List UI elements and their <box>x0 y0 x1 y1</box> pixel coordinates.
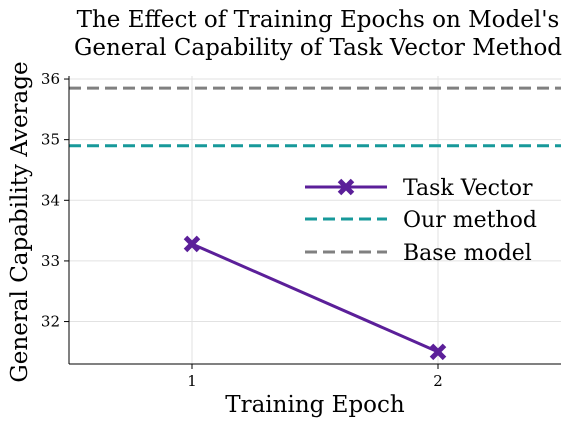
y-axis-label: General Capability Average <box>7 61 33 382</box>
y-tick-label: 36 <box>41 70 60 88</box>
legend-item: Our method <box>305 208 537 233</box>
legend-item: Base model <box>305 241 532 266</box>
chart-title-line-2: General Capability of Task Vector Method <box>74 35 562 61</box>
legend: Task Vector Our method Base model <box>305 176 537 266</box>
y-tick-label: 35 <box>41 131 60 149</box>
axes <box>64 76 561 369</box>
y-tick-label: 33 <box>41 252 60 270</box>
series-layer <box>69 86 561 361</box>
task-vector-point <box>183 235 201 253</box>
tick-labels: 1 2 32 33 34 35 36 <box>41 70 443 390</box>
y-tick-label: 34 <box>41 191 60 209</box>
x-tick-label: 1 <box>187 372 197 390</box>
grid-lines <box>69 76 561 364</box>
x-tick-label: 2 <box>433 372 443 390</box>
task-vector-point <box>429 343 447 361</box>
x-axis-label: Training Epoch <box>225 392 405 418</box>
legend-label: Base model <box>403 241 532 266</box>
task-vector-line <box>191 242 439 354</box>
chart-title: The Effect of Training Epochs on Model's… <box>74 7 562 61</box>
chart-title-line-1: The Effect of Training Epochs on Model's <box>77 7 560 33</box>
y-tick-label: 32 <box>41 313 60 331</box>
legend-label: Task Vector <box>403 176 533 201</box>
legend-item: Task Vector <box>305 176 533 201</box>
legend-label: Our method <box>403 208 537 233</box>
